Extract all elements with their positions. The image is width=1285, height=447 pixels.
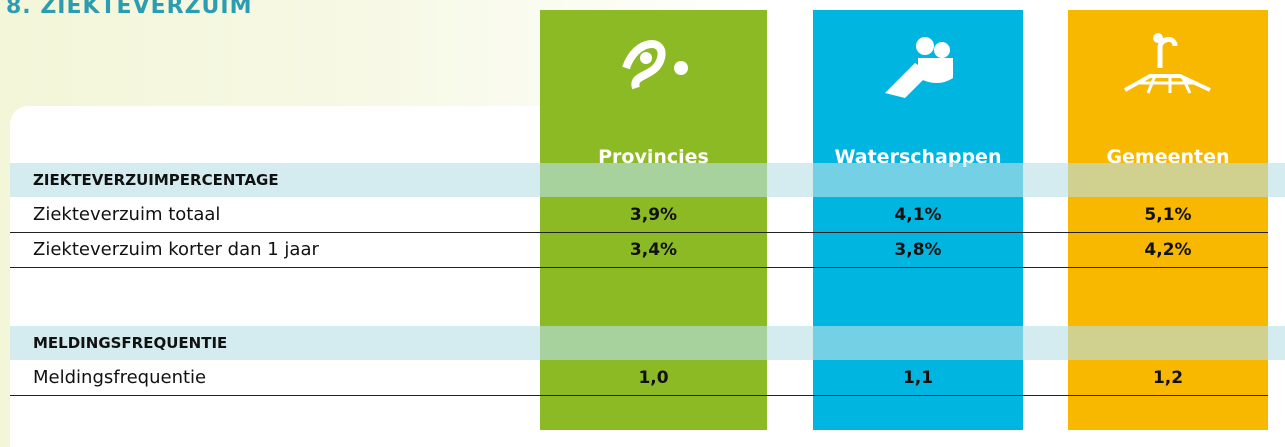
column — [1068, 10, 1268, 430]
row-rule — [10, 395, 1268, 396]
icon — [1124, 33, 1211, 94]
icon — [885, 37, 953, 98]
section-band — [10, 326, 1285, 360]
cell-value: 1,1 — [902, 368, 934, 388]
page-title: 8. ZIEKTEVERZUIM — [6, 0, 253, 19]
cell-value: 1,2 — [1152, 368, 1184, 388]
cell-value: 3,4% — [629, 240, 678, 260]
section-title: ZIEKTEVERZUIMPERCENTAGE — [33, 171, 279, 189]
section-band — [10, 163, 1285, 197]
cell-value: 5,1% — [1144, 205, 1192, 225]
section-title: MELDINGSFREQUENTIE — [33, 334, 228, 352]
column-icon — [870, 28, 966, 103]
column-icon — [606, 28, 702, 103]
column-header: Gemeenten — [1106, 146, 1230, 168]
column — [540, 10, 767, 430]
column-icon — [1120, 28, 1216, 103]
row-rule — [10, 232, 1268, 233]
row-label: Ziekteverzuim korter dan 1 jaar — [33, 239, 319, 260]
cell-value: 3,9% — [629, 205, 678, 225]
row-label: Meldingsfrequentie — [33, 367, 207, 388]
cell-value: 1,0 — [638, 368, 669, 388]
cell-value: 4,1% — [894, 205, 942, 225]
cell-value: 3,8% — [894, 240, 942, 260]
icon — [621, 40, 688, 90]
row-label: Ziekteverzuim totaal — [33, 204, 221, 225]
row-rule — [10, 267, 1268, 268]
column-header: Waterschappen — [834, 146, 1002, 168]
cell-value: 4,2% — [1144, 240, 1192, 260]
column-header: Provincies — [598, 146, 709, 168]
